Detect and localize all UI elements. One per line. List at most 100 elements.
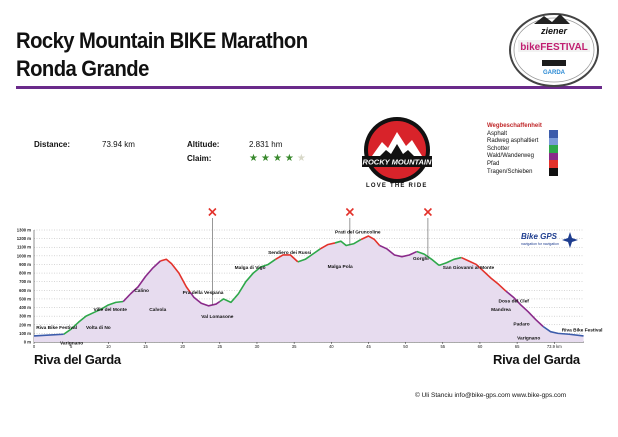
y-axis-ticks: 0 m 100 m 200 m 300 m 400 m 500 m 600 m 700 m 80… <box>17 228 31 345</box>
x-tick-label: 73.9 km <box>547 344 562 349</box>
surface-segment <box>297 248 321 263</box>
elevation-area <box>34 236 584 342</box>
bike-gps-badge: Bike GPS navigation for navigation <box>521 232 578 248</box>
y-tick-label: 700 m <box>19 279 31 284</box>
x-tick-label: 5 <box>70 344 73 349</box>
waypoint-label: Varignano <box>517 335 540 341</box>
legend-item-label: Schotter <box>487 145 510 152</box>
star-filled-icon: ★ <box>284 153 294 164</box>
page-subtitle: Ronda Grande <box>16 56 149 81</box>
logo-small-text: GARDA <box>543 70 566 76</box>
claim-rating: ★ ★ ★ ★ ★ <box>249 154 306 164</box>
waypoint-labels: Riva Bike Festival Varignano Volta di No Vi… <box>36 229 602 346</box>
y-tick-label: 600 m <box>19 288 31 293</box>
waypoint-label: Pra della Vespana <box>183 290 224 296</box>
claim-label: Claim: <box>187 154 212 163</box>
waypoint-label: Malga di Vigo <box>235 265 266 271</box>
danger-x-icon <box>345 207 354 245</box>
altitude-value: 2.831 hm <box>249 140 283 149</box>
star-empty-icon: ★ <box>296 153 306 164</box>
surface-segment <box>461 256 507 292</box>
legend-item-label: Tragen/Schieben <box>487 168 533 175</box>
surface-segment <box>379 244 418 258</box>
y-tick-label: 500 m <box>19 296 31 301</box>
x-tick-label: 35 <box>292 344 297 349</box>
waypoint-label: Calvola <box>149 307 166 313</box>
surface-legend: Wegbeschaffenheit Asphalt Radweg asphalti… <box>487 123 542 176</box>
y-tick-label: 200 m <box>19 322 31 327</box>
surface-segment <box>160 258 191 293</box>
y-tick-label: 0 m <box>24 340 31 345</box>
y-tick-label: 400 m <box>19 305 31 310</box>
logo-top-text: ziener <box>540 26 568 36</box>
surface-segment <box>438 256 462 267</box>
danger-x-icon <box>208 207 217 305</box>
page-title: Rocky Mountain BIKE Marathon <box>16 28 308 53</box>
legend-swatch <box>549 137 558 146</box>
x-tick-label: 15 <box>143 344 148 349</box>
bike-gps-badge-sub: navigation for navigation <box>521 242 559 246</box>
danger-x-icon <box>423 207 432 257</box>
legend-item-label: Wald/Wanderweg <box>487 153 534 160</box>
x-tick-label: 50 <box>403 344 408 349</box>
legend-swatch <box>549 152 558 161</box>
surface-segment <box>219 297 236 304</box>
logo-main-text: bikeFESTIVAL <box>520 42 588 53</box>
star-filled-icon: ★ <box>249 153 258 164</box>
y-tick-label: 800 m <box>19 271 31 276</box>
legend-swatch <box>549 130 558 138</box>
waypoint-label: Doss del Clef <box>499 298 530 304</box>
x-tick-label: 30 <box>255 344 260 349</box>
star-filled-icon: ★ <box>260 153 270 164</box>
surface-segment <box>33 333 64 337</box>
surface-segment <box>319 242 336 250</box>
x-tick-label: 0 <box>33 344 36 349</box>
title-divider <box>16 86 602 89</box>
brand-tagline: LOVE THE RIDE <box>366 183 428 189</box>
credits: © Uli Stanciu info@bike-gps.com www.bike… <box>415 392 567 399</box>
legend-title: Wegbeschaffenheit <box>487 123 542 129</box>
y-tick-label: 900 m <box>19 262 31 267</box>
rocky-mountain-logo: ROCKY MOUNTAIN <box>362 117 432 183</box>
legend-item-label: Asphalt <box>487 130 508 137</box>
y-tick-label: 100 m <box>19 331 31 336</box>
waypoint-label: Volta di No <box>86 325 111 331</box>
legend-swatch <box>549 167 558 176</box>
distance-label: Distance: <box>34 140 71 149</box>
finish-location: Riva del Garda <box>493 352 580 367</box>
x-tick-label: 25 <box>217 344 222 349</box>
x-tick-label: 65 <box>515 344 520 349</box>
waypoint-label: Riva Bike Festival <box>562 328 603 334</box>
surface-segments <box>33 235 584 337</box>
y-tick-label: 1000 m <box>17 253 31 258</box>
legend-swatches <box>549 130 558 176</box>
waypoint-label: San Giovanni al Monte <box>443 265 495 271</box>
x-axis-ticks: 0 5 10 15 20 25 30 35 40 45 50 55 60 65 73.9 km <box>33 342 562 349</box>
x-tick-label: 40 <box>329 344 334 349</box>
y-tick-label: 300 m <box>19 314 31 319</box>
y-tick-label: 1200 m <box>17 236 31 241</box>
bike-festival-logo: ziener bikeFESTIVAL GARDA <box>509 13 599 87</box>
surface-segment <box>189 291 221 307</box>
waypoint-label: Malga Pola <box>328 264 353 270</box>
x-tick-label: 55 <box>440 344 445 349</box>
altitude-label: Altitude: <box>187 140 220 149</box>
waypoint-label: Riva Bike Festival <box>36 325 77 331</box>
bike-gps-star-icon <box>562 232 578 248</box>
surface-segment <box>360 235 381 247</box>
waypoint-label: Sendiero dei Russi <box>268 250 311 256</box>
surface-segment <box>63 300 124 335</box>
surface-segment <box>542 325 584 337</box>
waypoint-label: Varignano <box>60 341 83 347</box>
legend-item-label: Radweg asphaltiert <box>487 138 539 145</box>
y-tick-label: 1300 m <box>17 228 31 233</box>
legend-swatch <box>549 160 558 168</box>
brand-name: ROCKY MOUNTAIN <box>363 158 432 167</box>
legend-item-label: Pfad <box>487 160 500 167</box>
y-tick-label: 1100 m <box>17 245 31 250</box>
start-location: Riva del Garda <box>34 352 121 367</box>
surface-segment <box>334 238 362 247</box>
legend-swatch <box>549 145 558 153</box>
waypoint-label: Prati del Gruncoline <box>335 229 381 235</box>
waypoint-label: Val Lomasone <box>201 314 234 320</box>
